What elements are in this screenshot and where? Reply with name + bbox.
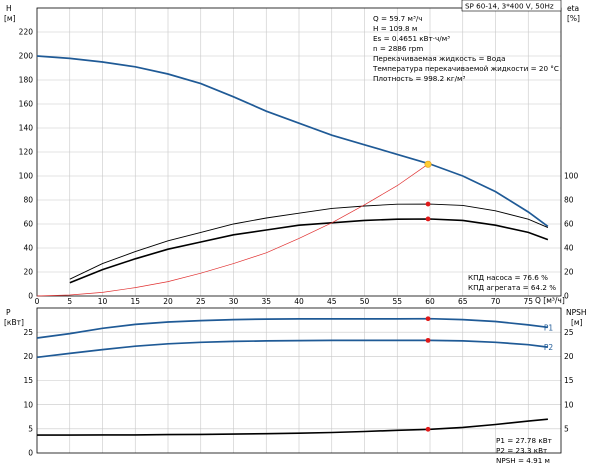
y-left-tick-label: 60 bbox=[23, 220, 33, 229]
y-left-tick-label: 40 bbox=[23, 244, 33, 253]
y-left-tick-label: 15 bbox=[23, 376, 33, 385]
y-right-tick-label: 40 bbox=[564, 244, 574, 253]
bottom-plot-frame bbox=[36, 307, 562, 454]
x-tick-label: 50 bbox=[360, 297, 370, 306]
y-left-tick-label: 100 bbox=[19, 172, 34, 181]
series-label: P2 bbox=[544, 343, 554, 352]
title-box-text: SP 60-14, 3*400 V, 50Hz bbox=[465, 2, 554, 11]
top-tick-labels: 0 5 10 15 20 25 30 35 40 45 50 55 60 65 70 75 0 20 40 60 80 1… bbox=[19, 28, 579, 306]
power-line: P1 = 27.78 кВт bbox=[496, 436, 552, 445]
x-tick-label: 65 bbox=[458, 297, 468, 306]
y-right-tick-label: 20 bbox=[564, 268, 574, 277]
bottom-grid bbox=[37, 308, 561, 453]
y-left-tick-label: 10 bbox=[23, 400, 33, 409]
top-grid bbox=[37, 8, 561, 296]
x-tick-label: 25 bbox=[196, 297, 206, 306]
y-left-tick-label: 80 bbox=[23, 196, 33, 205]
operating-markers bbox=[424, 160, 432, 432]
info-line: Es = 0.4651 кВт·ч/м³ bbox=[373, 34, 450, 43]
x-tick-label: 75 bbox=[523, 297, 533, 306]
y-left-tick-label: 20 bbox=[23, 352, 33, 361]
y-left-tick-label: 180 bbox=[19, 76, 34, 85]
operating-marker bbox=[425, 426, 431, 432]
bottom-right-axis-label: NPSH bbox=[566, 308, 587, 317]
y-left-tick-label: 120 bbox=[19, 148, 34, 157]
series-line-2 bbox=[69, 203, 549, 280]
info-line: Температура перекачиваемой жидкости = 20… bbox=[372, 64, 559, 73]
efficiency-block: КПД насоса = 76.6 % КПД агрегата = 64.2 … bbox=[468, 273, 556, 292]
y-left-tick-label: 220 bbox=[19, 28, 34, 37]
top-curves bbox=[36, 55, 549, 297]
series-line-3 bbox=[69, 218, 549, 284]
duty-point-marker bbox=[424, 160, 432, 168]
x-tick-label: 30 bbox=[229, 297, 239, 306]
y-left-tick-label: 5 bbox=[28, 424, 33, 433]
y-left-tick-label: 200 bbox=[19, 52, 34, 61]
info-line: Q = 59.7 м³/ч bbox=[373, 14, 423, 23]
bottom-right-axis-unit: [м] bbox=[571, 318, 583, 327]
bottom-curves: P1 P2 bbox=[36, 317, 554, 436]
series-line-4 bbox=[36, 163, 429, 297]
x-tick-label: 15 bbox=[130, 297, 140, 306]
x-tick-label: 45 bbox=[327, 297, 337, 306]
x-axis-label: Q [м³/ч] bbox=[535, 296, 565, 305]
x-tick-label: 55 bbox=[392, 297, 402, 306]
y-right-tick-label: 10 bbox=[564, 400, 574, 409]
y-right-tick-label: 80 bbox=[564, 196, 574, 205]
y-right-tick-label: 60 bbox=[564, 220, 574, 229]
y-left-tick-label: 160 bbox=[19, 100, 34, 109]
info-line: n = 2886 rpm bbox=[373, 44, 423, 53]
y-right-tick-label: 15 bbox=[564, 376, 574, 385]
info-block: Q = 59.7 м³/ч H = 109.8 м Es = 0.4651 кВ… bbox=[372, 14, 559, 83]
x-tick-label: 40 bbox=[294, 297, 304, 306]
x-tick-label: 70 bbox=[491, 297, 501, 306]
y-left-tick-label: 25 bbox=[23, 328, 33, 337]
top-left-axis-unit: [м] bbox=[4, 14, 16, 23]
power-line: NPSH = 4.91 м bbox=[496, 456, 550, 465]
operating-marker bbox=[425, 316, 431, 322]
bottom-tick-labels: 0 5 10 15 20 25 5 10 15 20 25 bbox=[23, 328, 573, 458]
y-right-tick-label: 0 bbox=[564, 292, 569, 301]
series-line-3 bbox=[37, 418, 548, 436]
top-left-axis-label: H bbox=[6, 4, 12, 13]
operating-marker bbox=[425, 201, 431, 207]
series-line-1 bbox=[36, 55, 549, 228]
x-tick-label: 20 bbox=[163, 297, 173, 306]
x-tick-label: 0 bbox=[35, 297, 40, 306]
info-line: Перекачиваемая жидкость = Вода bbox=[373, 54, 506, 63]
series-line-2 bbox=[36, 339, 549, 359]
eff-line: КПД агрегата = 64.2 % bbox=[468, 283, 556, 292]
operating-marker bbox=[425, 216, 431, 222]
series-line-1 bbox=[36, 317, 549, 339]
power-block: P1 = 27.78 кВт P2 = 23.3 кВт NPSH = 4.91… bbox=[496, 436, 552, 465]
y-left-tick-label: 140 bbox=[19, 124, 34, 133]
bottom-left-axis-unit: [кВт] bbox=[4, 318, 24, 327]
power-line: P2 = 23.3 кВт bbox=[496, 446, 547, 455]
title-box bbox=[461, 0, 562, 12]
y-left-tick-label: 20 bbox=[23, 268, 33, 277]
info-line: Плотность = 998.2 кг/м³ bbox=[373, 74, 465, 83]
y-right-tick-label: 20 bbox=[564, 352, 574, 361]
y-right-tick-label: 5 bbox=[564, 424, 569, 433]
x-tick-label: 10 bbox=[98, 297, 108, 306]
x-tick-label: 35 bbox=[261, 297, 271, 306]
top-right-axis-label: eta bbox=[567, 4, 579, 13]
y-left-tick-label: 0 bbox=[28, 449, 33, 458]
top-plot-frame bbox=[36, 7, 562, 297]
y-right-tick-label: 25 bbox=[564, 328, 574, 337]
eff-line: КПД насоса = 76.6 % bbox=[468, 273, 548, 282]
y-left-tick-label: 0 bbox=[28, 292, 33, 301]
info-line: H = 109.8 м bbox=[373, 24, 417, 33]
series-label: P1 bbox=[544, 323, 554, 332]
y-right-tick-label: 100 bbox=[564, 172, 579, 181]
operating-marker bbox=[425, 337, 431, 343]
x-tick-label: 60 bbox=[425, 297, 435, 306]
x-tick-label: 5 bbox=[67, 297, 72, 306]
bottom-left-axis-label: P bbox=[6, 308, 11, 317]
top-right-axis-unit: [%] bbox=[567, 14, 580, 23]
